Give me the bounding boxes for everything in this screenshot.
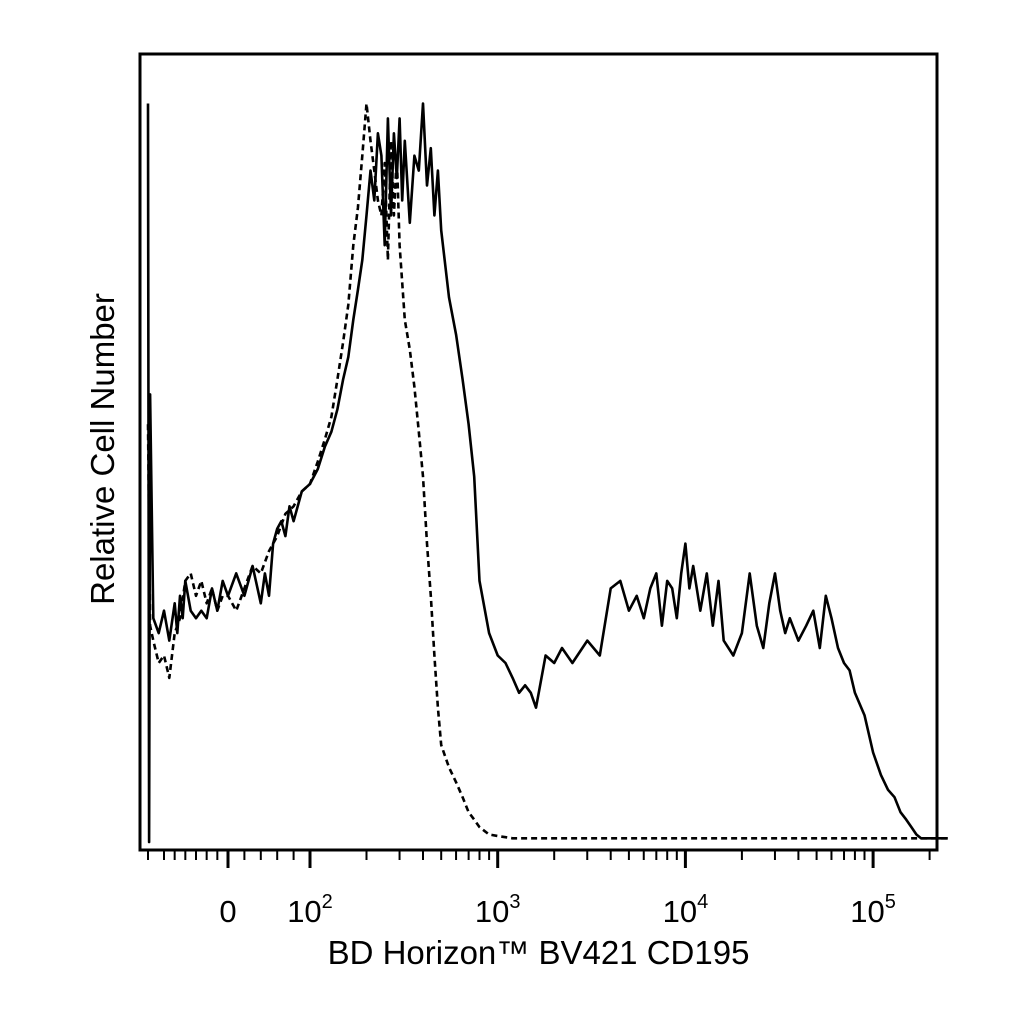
plot-frame [138,52,939,852]
stained-histogram-line [146,102,948,844]
x-axis-label: BD Horizon™ BV421 CD195 [327,934,750,971]
x-tick-label: 0 [219,894,236,929]
x-tick-label: 102 [287,891,333,929]
x-axis-tick-labels: 0 102 103 104 105 [219,891,896,929]
x-tick-label: 104 [663,891,709,929]
histogram-series [146,102,948,844]
x-axis-ticks [147,850,931,868]
x-tick-label: 105 [850,891,896,929]
isotype-control-histogram-line [146,102,948,840]
x-tick-label: 103 [475,891,521,929]
y-axis-label: Relative Cell Number [84,293,121,605]
